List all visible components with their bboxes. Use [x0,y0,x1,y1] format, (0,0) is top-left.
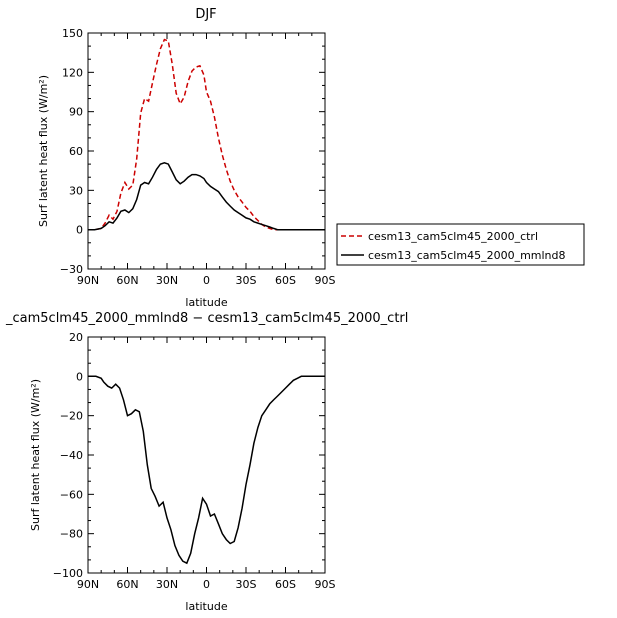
x-tick-label: 30N [156,274,178,287]
y-tick-label: 120 [62,66,83,79]
series-line-0 [88,375,325,565]
x-tick-label: 90S [315,578,336,591]
y-tick-label: −80 [60,528,83,541]
top-plot-frame [87,32,326,270]
legend-box [336,223,585,266]
x-tick-label: 60S [275,274,296,287]
x-tick-label: 90N [77,274,99,287]
legend-entry-ctrl: cesm13_cam5clm45_2000_ctrl [368,230,538,243]
y-tick-label: −100 [53,567,83,580]
legend-entry-mmlnd8: cesm13_cam5clm45_2000_mmlnd8 [368,249,566,262]
top-x-ticks: 90N 60N 30N 0 30S 60S 90S [77,33,336,287]
bottom-series [88,375,325,565]
x-tick-label: 90N [77,578,99,591]
bottom-x-axis-label: latitude [185,600,227,613]
top-panel: DJF −30 0 30 60 90 120 150 90N 60N 30N 0 30S 60S 90S… [37,7,336,309]
y-tick-label: 150 [62,27,83,40]
y-tick-label: 0 [76,370,83,383]
y-tick-label: −40 [60,449,83,462]
bottom-panel: _cam5clm45_2000_mmlnd8 − cesm13_cam5clm4… [5,311,408,613]
top-y-ticks: −30 0 30 60 90 120 150 [60,27,325,276]
top-x-axis-label: latitude [185,296,227,309]
y-tick-label: −30 [60,263,83,276]
x-tick-label: 30S [236,578,257,591]
legend: cesm13_cam5clm45_2000_ctrl cesm13_cam5cl… [336,223,585,266]
x-tick-label: 60S [275,578,296,591]
y-tick-label: 20 [69,331,83,344]
x-tick-label: 30S [236,274,257,287]
x-tick-label: 0 [203,578,210,591]
x-tick-label: 60N [116,274,138,287]
series-line-0 [88,38,325,231]
x-tick-label: 0 [203,274,210,287]
y-tick-label: 0 [76,224,83,237]
top-chart-title: DJF [195,7,216,22]
bottom-plot-frame [87,336,326,574]
x-tick-label: 30N [156,578,178,591]
y-tick-label: 60 [69,145,83,158]
y-tick-label: −60 [60,488,83,501]
top-y-axis-label: Surf latent heat flux (W/m²) [37,75,50,227]
bottom-y-axis-label: Surf latent heat flux (W/m²) [29,379,42,531]
bottom-chart-title: _cam5clm45_2000_mmlnd8 − cesm13_cam5clm4… [5,311,408,326]
series-line-1 [88,162,325,231]
x-tick-label: 60N [116,578,138,591]
y-tick-label: 30 [69,184,83,197]
y-tick-label: 90 [69,106,83,119]
x-tick-label: 90S [315,274,336,287]
bottom-y-ticks: −100 −80 −60 −40 −20 0 20 [53,331,325,580]
y-tick-label: −20 [60,410,83,423]
top-series [88,38,325,231]
bottom-x-ticks: 90N 60N 30N 0 30S 60S 90S [77,337,336,591]
